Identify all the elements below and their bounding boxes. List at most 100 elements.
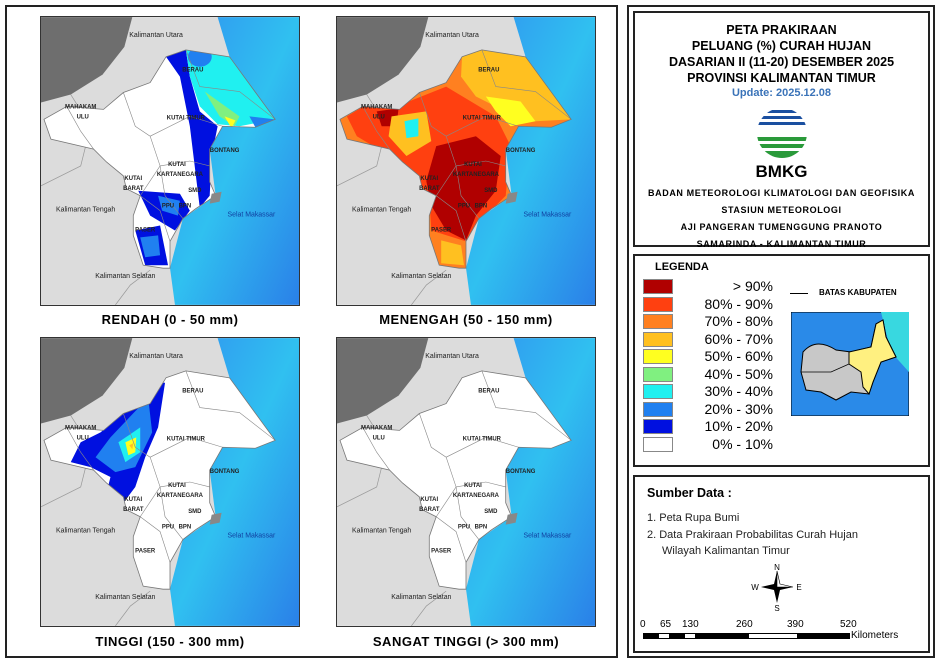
map-label: Kalimantan Tengah xyxy=(352,207,411,214)
district-boundary xyxy=(123,413,161,517)
map-label: SMD xyxy=(484,188,498,194)
scale-segment xyxy=(658,633,670,639)
district-boundary xyxy=(66,106,94,150)
province-border xyxy=(115,269,151,306)
compass-n: N xyxy=(774,563,780,572)
province-border xyxy=(411,590,447,627)
map-label: Kalimantan Selatan xyxy=(391,594,451,601)
district-boundary xyxy=(185,49,276,120)
map-title-tinggi: TINGGI (150 - 300 mm) xyxy=(95,634,245,649)
legend-swatch xyxy=(643,296,673,312)
title-line: PELUANG (%) CURAH HUJAN xyxy=(691,39,872,53)
map-label: PASER xyxy=(431,227,452,233)
scale-segment xyxy=(696,633,748,639)
map-label: KARTANEGARA xyxy=(453,172,500,178)
map-label: PPU xyxy=(458,204,470,210)
district-boundary xyxy=(362,427,390,471)
map-label: BARAT xyxy=(123,186,144,192)
samarinda-area xyxy=(505,512,518,525)
map-label: KARTANEGARA xyxy=(157,172,204,178)
map-label: BPN xyxy=(475,204,488,210)
scale-segment xyxy=(684,633,696,639)
sources-title: Sumber Data : xyxy=(647,486,732,500)
district-boundary xyxy=(159,165,184,219)
map-label: SMD xyxy=(188,509,202,515)
map-label: KUTAI xyxy=(168,483,186,489)
legend-item: 10% - 20% xyxy=(643,418,773,435)
map-label: KUTAI xyxy=(464,483,482,489)
legend-label: 20% - 30% xyxy=(704,400,773,417)
district-boundary xyxy=(66,427,94,471)
map-label: ULU xyxy=(77,435,89,441)
boundary-line-icon xyxy=(790,293,808,294)
legend-label: 40% - 50% xyxy=(704,365,773,382)
legend-swatch xyxy=(643,366,673,382)
scale-segment xyxy=(643,633,658,639)
map-label: Selat Makassar xyxy=(523,212,572,219)
map-label: MAHAKAM xyxy=(361,425,392,431)
scale-tick: 520 xyxy=(840,619,857,630)
probability-zone xyxy=(204,91,240,127)
data-sources: Sumber Data : 1. Peta Rupa Bumi 2. Data … xyxy=(633,475,930,653)
org-line: SAMARINDA - KALIMANTAN TIMUR xyxy=(696,239,867,249)
map-label: Kalimantan Utara xyxy=(129,353,183,360)
probability-zone xyxy=(185,49,276,127)
map-label: BARAT xyxy=(123,507,144,513)
map-label: Kalimantan Selatan xyxy=(95,273,155,280)
title-line: PROVINSI KALIMANTAN TIMUR xyxy=(687,71,876,85)
org-line: AJI PANGERAN TUMENGGUNG PRANOTO xyxy=(680,222,883,232)
scale-tick: 0 xyxy=(640,619,646,630)
map-label: KUTAI xyxy=(168,162,186,168)
legend-item: 60% - 70% xyxy=(643,331,773,348)
neighbor-country xyxy=(337,338,429,424)
scale-tick: 65 xyxy=(660,619,672,630)
map-label: Kalimantan Tengah xyxy=(352,528,411,535)
map-label: MAHAKAM xyxy=(65,425,96,431)
district-boundary xyxy=(446,116,519,137)
neighbor-country xyxy=(337,17,429,103)
probability-zone xyxy=(249,116,276,128)
legend-title: LEGENDA xyxy=(655,261,709,273)
map-label: KUTAI TIMUR xyxy=(463,436,502,442)
map-label: MAHAKAM xyxy=(65,104,96,110)
map-label: KUTAI xyxy=(124,497,142,503)
map-label: KARTANEGARA xyxy=(157,493,204,499)
map-label: BERAU xyxy=(182,68,203,74)
legend-item: 70% - 80% xyxy=(643,313,773,330)
map-rendah: Kalimantan Utara BERAU MAHAKAM ULU KUTAI TIM… xyxy=(40,16,300,306)
province-outline xyxy=(339,49,572,269)
legend-item: 40% - 50% xyxy=(643,366,773,383)
map-title-menengah: MENENGAH (50 - 150 mm) xyxy=(379,312,553,327)
boundary-label: BATAS KABUPATEN xyxy=(819,288,897,297)
source-item: Wilayah Kalimantan Timur xyxy=(662,545,790,557)
district-boundary xyxy=(160,481,210,488)
map-label: Kalimantan Selatan xyxy=(391,273,451,280)
district-boundary xyxy=(436,516,467,563)
neighbor-country xyxy=(41,338,133,424)
map-label: BPN xyxy=(179,204,192,210)
map-label: Kalimantan Tengah xyxy=(56,207,115,214)
map-label: BERAU xyxy=(182,389,203,395)
district-boundary xyxy=(419,413,457,517)
map-label: KUTAI xyxy=(420,176,438,182)
legend-item: 20% - 30% xyxy=(643,401,773,418)
neighbor-country xyxy=(41,17,133,103)
map-label: BARAT xyxy=(419,186,440,192)
district-boundary xyxy=(140,516,171,563)
probability-zone xyxy=(426,136,501,241)
map-label: SMD xyxy=(484,509,498,515)
map-label: BERAU xyxy=(478,68,499,74)
legend-item: 80% - 90% xyxy=(643,296,773,313)
bmkg-logo-icon xyxy=(756,108,807,158)
samarinda-area xyxy=(505,191,518,204)
scale-tick: 130 xyxy=(682,619,699,630)
legend-swatch xyxy=(643,401,673,417)
district-boundary xyxy=(436,195,467,242)
district-boundary xyxy=(185,370,276,441)
map-label: KUTAI TIMUR xyxy=(167,436,206,442)
probability-zone xyxy=(224,116,236,129)
map-label: PPU xyxy=(162,204,174,210)
map-label: KUTAI xyxy=(420,497,438,503)
map-label: BONTANG xyxy=(210,469,240,475)
district-boundary xyxy=(456,481,506,488)
